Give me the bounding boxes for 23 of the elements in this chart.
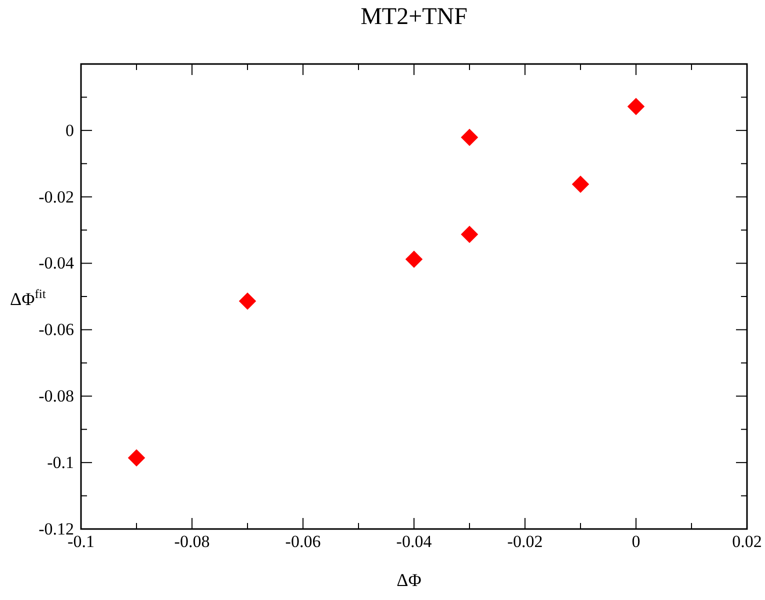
point — [128, 449, 146, 467]
y-tick-label: -0.08 — [38, 386, 74, 406]
y-axis-title: ΔΦ$^{fit}$ — [10, 287, 46, 309]
y-tick-label: -0.06 — [38, 320, 74, 340]
y-tick-label: -0.04 — [38, 254, 74, 273]
x-tick-label: -0.04 — [396, 532, 432, 552]
x-axis-title: ΔΦ — [396, 570, 422, 590]
y-tick-label: -0.1 — [47, 453, 74, 472]
point — [627, 98, 645, 116]
point — [460, 128, 478, 146]
point — [238, 292, 256, 310]
point — [405, 250, 423, 268]
y-tick-label: 0 — [66, 120, 74, 140]
x-tick-label: -0.06 — [285, 532, 321, 552]
x-tick-label: -0.02 — [507, 532, 543, 552]
x-tick-label: 0 — [632, 532, 640, 552]
x-tick-label: -0.08 — [174, 532, 210, 552]
point — [460, 226, 478, 244]
y-tick-label: -0.02 — [38, 187, 74, 206]
chart-title: MT2+TNF — [360, 4, 468, 30]
y-tick-label: -0.12 — [38, 519, 74, 538]
x-tick-label: 0.02 — [732, 532, 762, 552]
point — [572, 176, 590, 193]
